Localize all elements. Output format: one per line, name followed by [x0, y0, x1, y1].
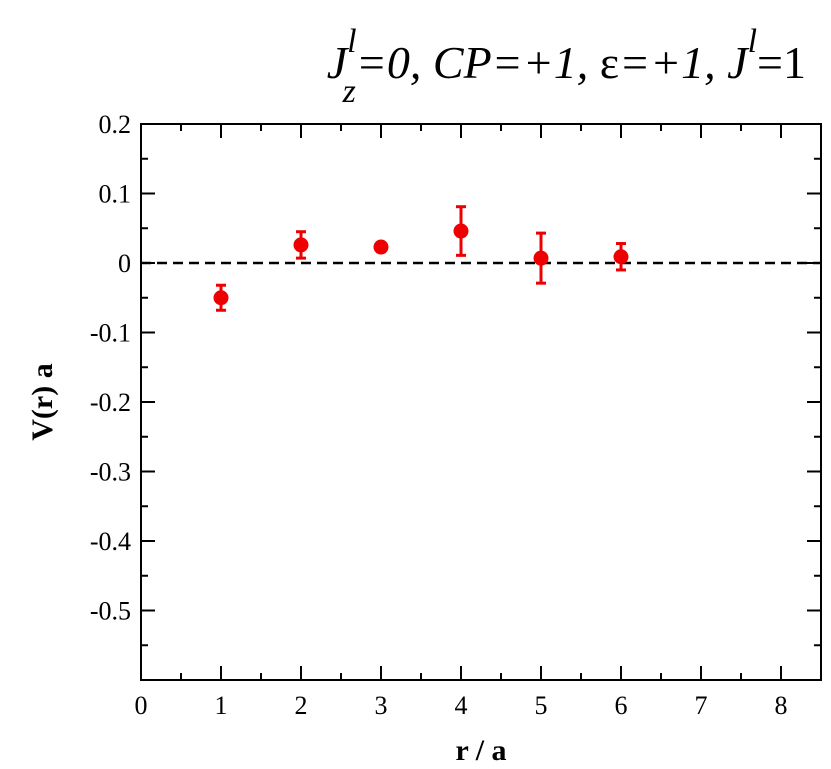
- y-tick-label: -0.4: [90, 527, 131, 556]
- x-tick-label: 8: [775, 691, 788, 720]
- plot-frame: [140, 123, 822, 681]
- y-tick-label: -0.1: [90, 319, 131, 348]
- data-point: [213, 290, 229, 306]
- x-tick-label: 2: [295, 691, 308, 720]
- x-tick-label: 1: [215, 691, 228, 720]
- data-point: [293, 237, 309, 253]
- y-tick-label: -0.5: [90, 597, 131, 626]
- x-tick-label: 0: [135, 691, 148, 720]
- y-tick-label: 0.1: [99, 180, 132, 209]
- x-tick-label: 7: [695, 691, 708, 720]
- x-tick-label: 5: [535, 691, 548, 720]
- chart-title: Jl z=0, CP=+1, ε=+1, Jl=1: [327, 23, 806, 110]
- x-tick-label: 6: [615, 691, 628, 720]
- y-tick-label: -0.3: [90, 458, 131, 487]
- data-point: [613, 249, 629, 265]
- x-tick-label: 4: [455, 691, 468, 720]
- x-tick-label: 3: [375, 691, 388, 720]
- x-axis-label: r / a: [455, 734, 506, 767]
- y-tick-label: 0.2: [99, 110, 132, 139]
- y-tick-label: -0.2: [90, 388, 131, 417]
- data-point: [373, 239, 389, 255]
- data-point: [453, 223, 469, 239]
- y-tick-label: 0: [118, 249, 131, 278]
- y-axis-label: V(r) a: [26, 363, 59, 440]
- data-point: [533, 250, 549, 266]
